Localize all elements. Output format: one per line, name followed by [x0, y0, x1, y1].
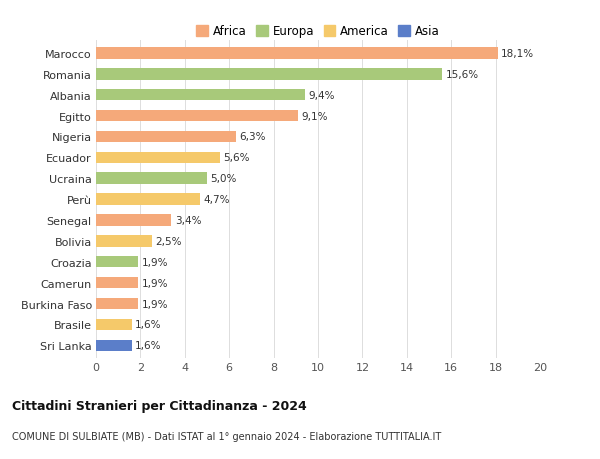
Bar: [96, 319, 131, 330]
Bar: [96, 257, 138, 268]
Text: Cittadini Stranieri per Cittadinanza - 2024: Cittadini Stranieri per Cittadinanza - 2…: [12, 399, 307, 412]
Text: 1,6%: 1,6%: [135, 341, 161, 351]
Text: 1,9%: 1,9%: [142, 299, 168, 309]
Text: 4,7%: 4,7%: [203, 195, 230, 205]
Legend: Africa, Europa, America, Asia: Africa, Europa, America, Asia: [193, 22, 443, 42]
Bar: [96, 69, 442, 80]
Text: 1,9%: 1,9%: [142, 278, 168, 288]
Bar: [96, 111, 298, 122]
Text: 9,1%: 9,1%: [301, 112, 328, 121]
Bar: [96, 90, 305, 101]
Bar: [96, 235, 151, 247]
Bar: [96, 152, 220, 164]
Bar: [96, 173, 207, 185]
Bar: [96, 340, 131, 351]
Bar: [96, 194, 200, 205]
Bar: [96, 277, 138, 289]
Bar: [96, 131, 236, 143]
Text: 6,3%: 6,3%: [239, 132, 266, 142]
Bar: [96, 215, 172, 226]
Text: 9,4%: 9,4%: [308, 90, 335, 101]
Bar: [96, 298, 138, 309]
Text: 18,1%: 18,1%: [501, 49, 534, 59]
Bar: [96, 48, 498, 60]
Text: COMUNE DI SULBIATE (MB) - Dati ISTAT al 1° gennaio 2024 - Elaborazione TUTTITALI: COMUNE DI SULBIATE (MB) - Dati ISTAT al …: [12, 431, 441, 442]
Text: 5,6%: 5,6%: [224, 153, 250, 163]
Text: 2,5%: 2,5%: [155, 236, 181, 246]
Text: 1,9%: 1,9%: [142, 257, 168, 267]
Text: 1,6%: 1,6%: [135, 319, 161, 330]
Text: 15,6%: 15,6%: [446, 70, 479, 80]
Text: 5,0%: 5,0%: [211, 174, 237, 184]
Text: 3,4%: 3,4%: [175, 216, 202, 225]
